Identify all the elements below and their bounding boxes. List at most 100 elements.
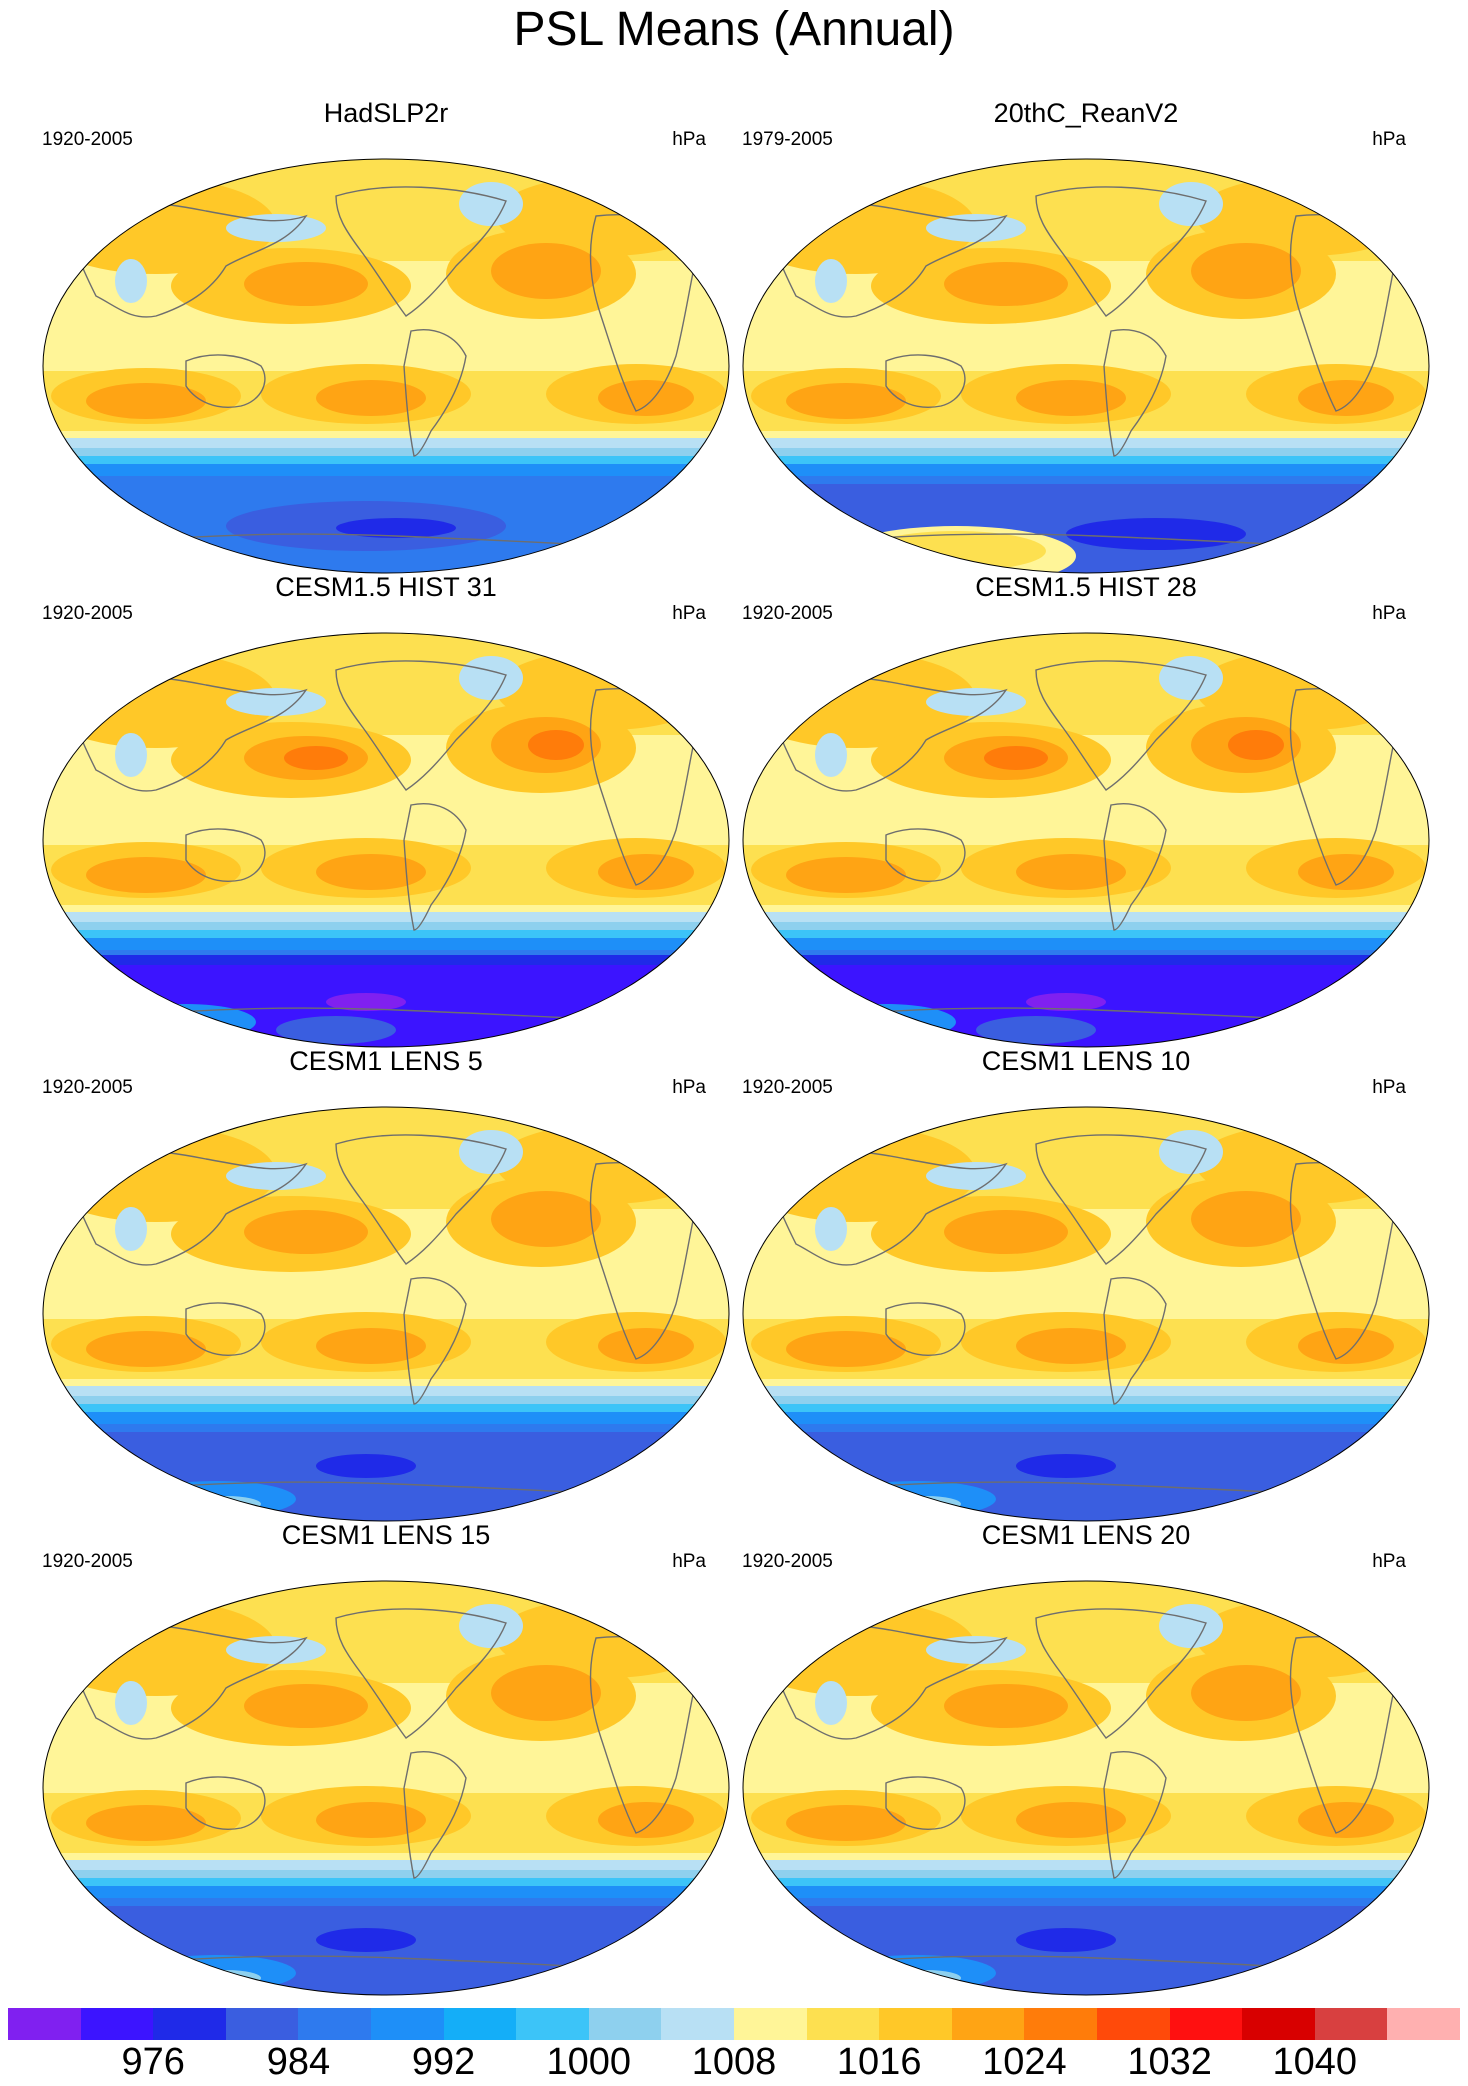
- psl-field: [1298, 854, 1394, 890]
- coastline: [185, 1776, 266, 1830]
- psl-field: [598, 1328, 694, 1364]
- psl-field: [743, 159, 1429, 573]
- psl-field: [815, 1681, 847, 1725]
- map-panel: CESM1.5 HIST 28 1920-2005 hPa: [736, 570, 1436, 1048]
- psl-field: [815, 259, 847, 303]
- psl-map: [742, 632, 1430, 1048]
- panel-unit: hPa: [1372, 1551, 1406, 1572]
- panel-period: 1920-2005: [742, 603, 833, 624]
- psl-field: [43, 1396, 729, 1404]
- coastline: [65, 1149, 308, 1266]
- colorbar-boxes: [8, 2008, 1460, 2040]
- psl-field: [316, 1328, 426, 1364]
- psl-field: [244, 262, 368, 306]
- psl-field: [786, 1805, 906, 1841]
- psl-field: [743, 1396, 1429, 1404]
- psl-field: [43, 1432, 729, 1521]
- colorbar-swatch: [516, 2008, 589, 2040]
- psl-field: [136, 1955, 296, 1991]
- colorbar-swatch: [1314, 2008, 1388, 2040]
- psl-field: [43, 1386, 729, 1396]
- colorbar: 976 984 992 1000 1008 1016 1024 1032 1040: [8, 2008, 1460, 2082]
- psl-field: [86, 1805, 206, 1841]
- coastline: [1103, 1277, 1167, 1405]
- psl-field: [1298, 1802, 1394, 1838]
- psl-field: [316, 1454, 416, 1478]
- psl-field: [743, 1107, 1429, 1521]
- figure-title: PSL Means (Annual): [513, 3, 955, 56]
- psl-field: [115, 733, 147, 777]
- psl-field: [944, 262, 1068, 306]
- psl-field: [491, 1665, 601, 1721]
- psl-map: [742, 1106, 1430, 1522]
- coastline: [1035, 186, 1207, 317]
- psl-field: [926, 1162, 1026, 1190]
- colorbar-tick-label: 976: [121, 2041, 185, 2083]
- psl-map: [42, 158, 730, 574]
- psl-field: [1298, 380, 1394, 416]
- map-border: [42, 1580, 730, 1996]
- map-panel: CESM1 LENS 15 1920-2005 hPa: [36, 1518, 736, 1996]
- panel-period: 1920-2005: [742, 1551, 833, 1572]
- psl-field: [43, 464, 729, 476]
- psl-field: [598, 380, 694, 416]
- psl-field: [786, 857, 906, 893]
- psl-field: [43, 1870, 729, 1878]
- psl-field: [1159, 1604, 1223, 1648]
- psl-field: [43, 633, 729, 1047]
- psl-field: [1191, 243, 1301, 299]
- psl-field: [43, 922, 729, 930]
- psl-field: [43, 159, 729, 573]
- panel-period: 1920-2005: [42, 1077, 133, 1098]
- colorbar-swatch: [80, 2008, 154, 2040]
- psl-field: [43, 1581, 729, 1995]
- colorbar-swatch: [1024, 2008, 1097, 2040]
- psl-field: [836, 1481, 996, 1517]
- colorbar-swatch: [951, 2008, 1025, 2040]
- coastline: [403, 1751, 467, 1879]
- coastline: [765, 1149, 1008, 1266]
- colorbar-swatch: [225, 2008, 299, 2040]
- psl-field: [743, 456, 1429, 464]
- panel-period: 1979-2005: [742, 129, 833, 150]
- psl-field: [743, 1886, 1429, 1898]
- psl-field: [743, 930, 1429, 938]
- psl-field: [43, 1886, 729, 1898]
- psl-field: [1016, 854, 1126, 890]
- psl-field: [976, 1016, 1096, 1044]
- psl-field: [276, 1016, 396, 1044]
- coastline: [885, 1302, 966, 1356]
- coastline: [1035, 1608, 1207, 1739]
- psl-field: [43, 912, 729, 922]
- coastline: [335, 1608, 507, 1739]
- colorbar-swatch: [1169, 2008, 1243, 2040]
- psl-field: [743, 1412, 1429, 1424]
- colorbar-swatch: [1387, 2008, 1460, 2040]
- coastline: [403, 1277, 467, 1405]
- panel-period: 1920-2005: [42, 603, 133, 624]
- map-border: [742, 632, 1430, 1048]
- psl-field: [836, 1955, 996, 1991]
- panel-period: 1920-2005: [742, 1077, 833, 1098]
- colorbar-tick-label: 1040: [1272, 2041, 1358, 2083]
- coastline: [765, 201, 1008, 318]
- psl-field: [528, 730, 584, 760]
- psl-field: [316, 854, 426, 890]
- psl-field: [43, 456, 729, 464]
- colorbar-swatch: [298, 2008, 371, 2040]
- psl-field: [115, 1681, 147, 1725]
- coastline: [403, 803, 467, 931]
- panel-title: CESM1 LENS 15: [281, 1520, 491, 1550]
- coastline: [185, 1302, 266, 1356]
- coastline: [1103, 1751, 1167, 1879]
- coastline: [1035, 660, 1207, 791]
- coastline: [65, 675, 308, 792]
- psl-field: [86, 383, 206, 419]
- coastline: [1103, 803, 1167, 931]
- psl-field: [43, 438, 729, 448]
- psl-field: [459, 1604, 523, 1648]
- psl-field: [1016, 1802, 1126, 1838]
- colorbar-swatch: [1242, 2008, 1315, 2040]
- panel-title: CESM1 LENS 20: [981, 1520, 1191, 1550]
- coastline: [1035, 1134, 1207, 1265]
